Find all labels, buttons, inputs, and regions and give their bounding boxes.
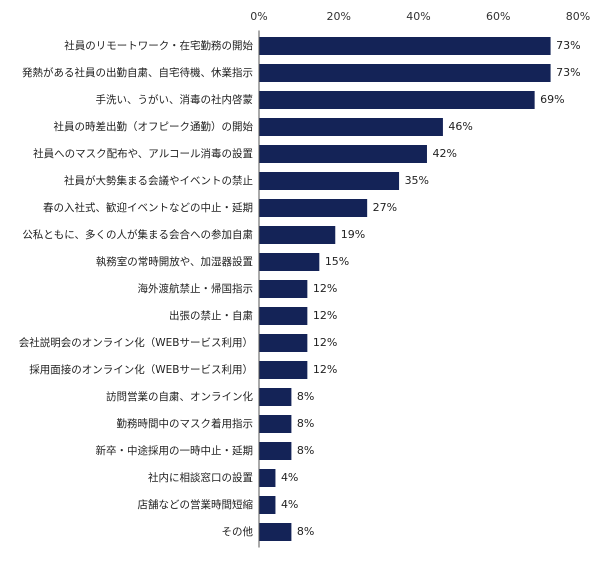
category-label: 社員のリモートワーク・在宅勤務の開始 [64, 39, 253, 52]
x-tick-label: 60% [486, 10, 510, 23]
value-label: 8% [297, 417, 314, 430]
value-label: 12% [313, 282, 337, 295]
value-label: 42% [432, 147, 456, 160]
bar [259, 469, 276, 487]
category-label: 勤務時間中のマスク着用指示 [117, 417, 254, 430]
value-label: 8% [297, 525, 314, 538]
category-label: 新卒・中途採用の一時中止・延期 [96, 444, 254, 457]
bar [259, 496, 276, 514]
category-labels: 社員のリモートワーク・在宅勤務の開始発熱がある社員の出勤自粛、自宅待機、休業指示… [19, 39, 254, 538]
bar [259, 334, 308, 352]
category-label: 海外渡航禁止・帰国指示 [138, 282, 254, 295]
bar [259, 307, 308, 325]
category-label: 春の入社式、歓迎イベントなどの中止・延期 [43, 201, 253, 214]
value-label: 19% [341, 228, 365, 241]
bar [259, 199, 368, 217]
x-tick-label: 40% [406, 10, 430, 23]
bars [259, 37, 551, 541]
category-label: その他 [222, 525, 254, 538]
category-label: 採用面接のオンライン化（WEBサービス利用） [29, 363, 253, 376]
value-label: 35% [405, 174, 429, 187]
value-label: 4% [281, 498, 298, 511]
x-tick-label: 0% [250, 10, 267, 23]
bar [259, 91, 535, 109]
bar [259, 145, 427, 163]
x-tick-label: 80% [566, 10, 590, 23]
x-axis-ticks: 0% 20% 40% 60% 80% [250, 10, 590, 23]
bar [259, 442, 292, 460]
category-label: 出張の禁止・自粛 [169, 309, 253, 322]
bar [259, 118, 443, 136]
bar [259, 226, 336, 244]
value-label: 8% [297, 390, 314, 403]
category-label: 店舗などの営業時間短縮 [138, 498, 254, 511]
category-label: 訪問営業の自粛、オンライン化 [106, 390, 253, 403]
value-label: 12% [313, 309, 337, 322]
bar [259, 253, 320, 271]
value-label: 73% [556, 39, 580, 52]
value-label: 73% [556, 66, 580, 79]
bar [259, 64, 551, 82]
bar [259, 280, 308, 298]
category-label: 社内に相談窓口の設置 [148, 471, 253, 484]
value-label: 27% [373, 201, 397, 214]
category-label: 執務室の常時開放や、加湿器設置 [96, 255, 253, 268]
bar [259, 37, 551, 55]
value-label: 46% [448, 120, 472, 133]
value-label: 12% [313, 363, 337, 376]
category-label: 公私ともに、多くの人が集まる会合への参加自粛 [22, 228, 253, 241]
value-label: 4% [281, 471, 298, 484]
bar [259, 361, 308, 379]
value-label: 15% [325, 255, 349, 268]
category-label: 会社説明会のオンライン化（WEBサービス利用） [19, 336, 253, 349]
category-label: 手洗い、うがい、消毒の社内啓蒙 [96, 93, 254, 106]
category-label: 社員の時差出勤（オフピーク通勤）の開始 [54, 120, 254, 133]
category-label: 社員へのマスク配布や、アルコール消毒の設置 [33, 147, 253, 160]
category-label: 発熱がある社員の出勤自粛、自宅待機、休業指示 [22, 66, 253, 79]
value-labels: 73% 73% 69% 46% 42% 35% 27% 19% 15% 12% 12% 12% 12% 8… [281, 39, 581, 538]
category-label: 社員が大勢集まる会議やイベントの禁止 [64, 174, 253, 187]
bar [259, 388, 292, 406]
bar [259, 415, 292, 433]
value-label: 8% [297, 444, 314, 457]
value-label: 69% [540, 93, 564, 106]
bar [259, 523, 292, 541]
bar [259, 172, 400, 190]
value-label: 12% [313, 336, 337, 349]
x-tick-label: 20% [327, 10, 351, 23]
